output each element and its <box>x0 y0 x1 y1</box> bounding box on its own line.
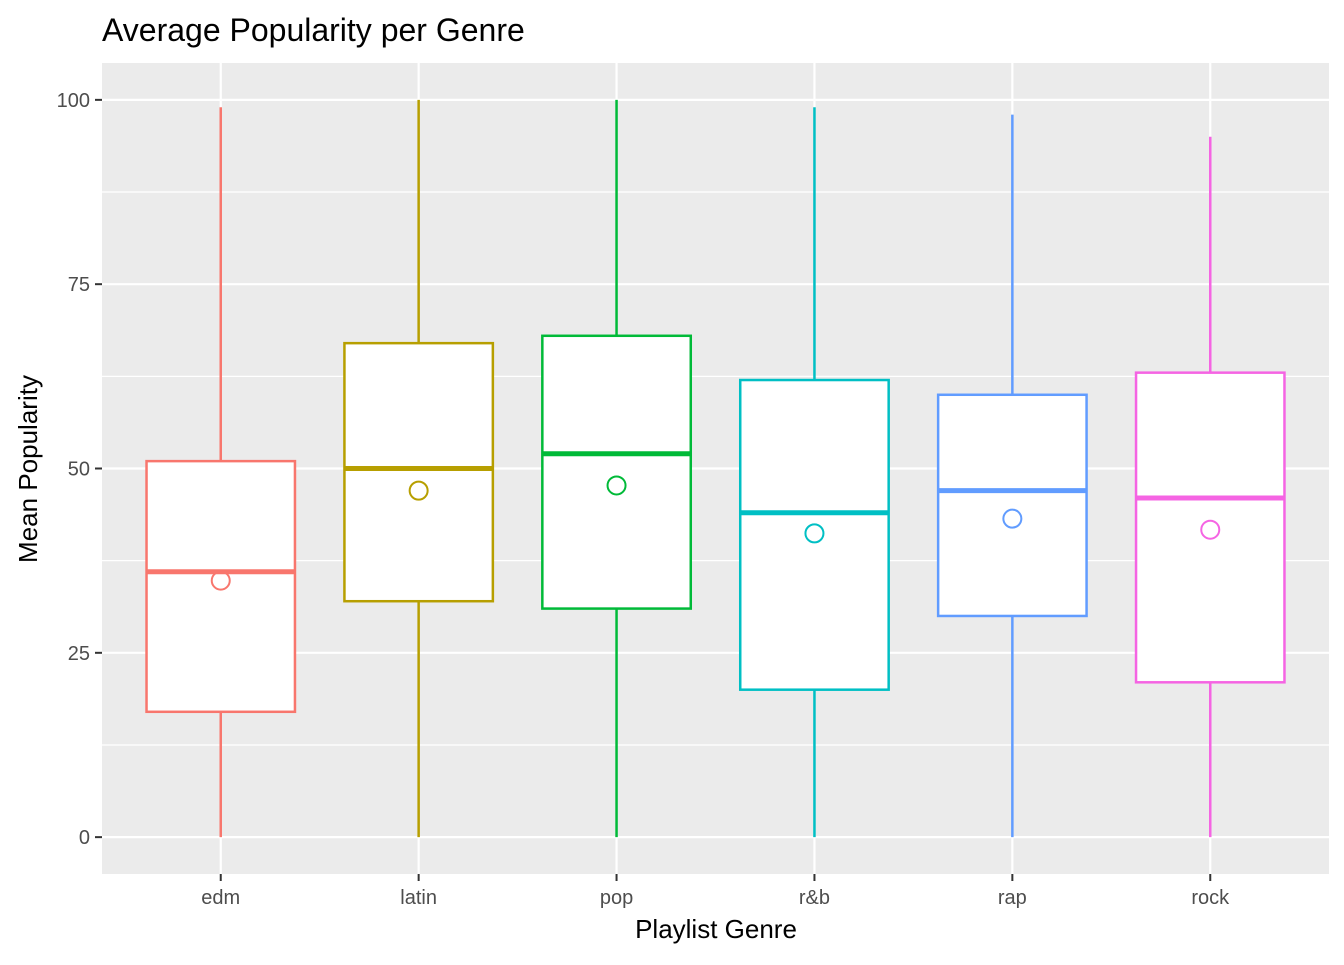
mean-point <box>1002 508 1023 529</box>
y-tick-label: 25 <box>68 643 90 665</box>
mean-point <box>606 475 627 496</box>
x-tick-label: pop <box>600 887 633 909</box>
y-axis-label: Mean Popularity <box>13 375 43 563</box>
mean-point <box>210 570 231 591</box>
iqr-box <box>145 459 297 714</box>
x-tick-label: edm <box>201 887 240 909</box>
x-axis-label: Playlist Genre <box>635 914 797 944</box>
y-tick-label: 75 <box>68 274 90 296</box>
iqr-box <box>936 393 1088 618</box>
box-edm <box>145 107 297 838</box>
mean-point <box>1200 519 1221 540</box>
iqr-box <box>738 378 890 691</box>
iqr-box <box>1134 371 1286 684</box>
x-tick-label: r&b <box>799 887 830 909</box>
iqr-box <box>343 341 495 603</box>
box-rb <box>738 107 890 838</box>
iqr-box <box>541 334 693 610</box>
boxes <box>145 99 1286 838</box>
x-tick-label: rock <box>1191 887 1230 909</box>
box-rap <box>936 114 1088 838</box>
box-pop <box>541 99 693 838</box>
mean-point <box>804 523 825 544</box>
box-latin <box>343 99 495 838</box>
mean-point <box>408 480 429 501</box>
box-rock <box>1134 136 1286 838</box>
chart-title: Average Popularity per Genre <box>102 12 525 48</box>
y-tick-label: 0 <box>79 827 90 849</box>
x-tick-label: rap <box>998 887 1027 909</box>
y-tick-label: 100 <box>57 90 90 112</box>
axes: 0 25 50 75 100 edm latin pop r&b rap rock <box>57 90 1231 909</box>
y-tick-label: 50 <box>68 459 90 481</box>
x-tick-label: latin <box>400 887 437 909</box>
